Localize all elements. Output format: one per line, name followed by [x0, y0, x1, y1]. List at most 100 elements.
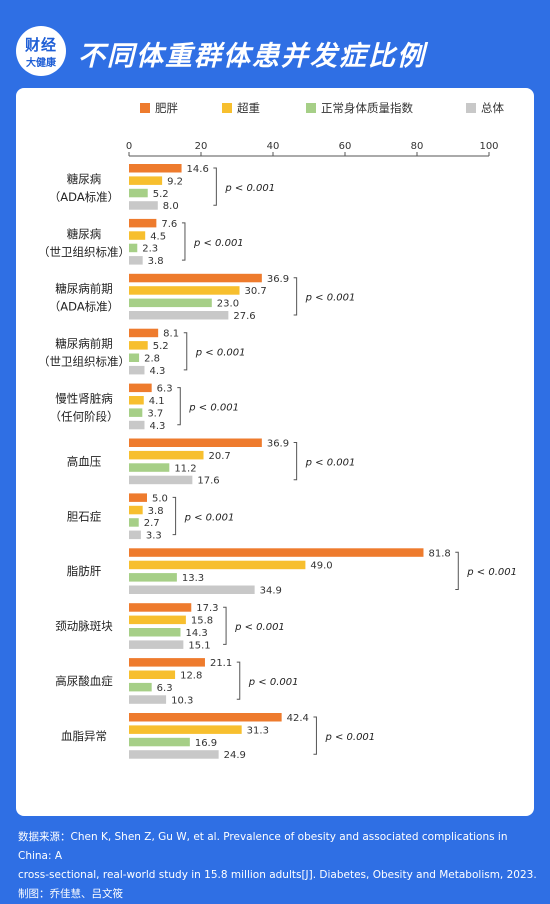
- page-title: 不同体重群体患并发症比例: [78, 41, 426, 72]
- category-label: 颈动脉斑块: [55, 619, 113, 633]
- bar: [129, 231, 146, 240]
- p-value-label: p < 0.001: [248, 677, 299, 688]
- value-label: 49.0: [310, 561, 332, 572]
- chart-credit: 制图：乔佳慧、吕文筱: [18, 888, 123, 900]
- bar: [129, 396, 144, 405]
- significance-bracket: [236, 661, 241, 700]
- value-label: 31.3: [247, 725, 269, 736]
- value-label: 4.3: [149, 421, 165, 432]
- p-value-label: p < 0.001: [305, 293, 356, 304]
- category-label: 高尿酸血症: [55, 674, 113, 688]
- bar: [129, 725, 242, 734]
- bar: [129, 311, 229, 320]
- bar: [129, 365, 145, 375]
- bar: [129, 518, 139, 527]
- bar-chart: 肥胖 超重 正常身体质量指数 总体 0 20 40 60 80 100 糖尿病 （ADA标准） 14.6…: [38, 101, 517, 761]
- p-value-label: p < 0.001: [193, 238, 244, 249]
- value-label: 5.0: [152, 493, 168, 504]
- bar: [129, 383, 152, 393]
- source-line-2: cross-sectional, real-world study in 15.…: [18, 869, 537, 881]
- bar: [129, 628, 181, 637]
- value-label: 2.7: [144, 518, 160, 529]
- significance-bracket: [172, 496, 177, 536]
- value-label: 17.6: [197, 476, 219, 487]
- value-label: 81.8: [428, 548, 450, 559]
- value-label: 16.9: [195, 738, 217, 749]
- significance-bracket: [313, 716, 317, 755]
- value-label: 3.7: [147, 408, 163, 419]
- p-value-label: p < 0.001: [324, 732, 375, 743]
- value-label: 6.3: [157, 384, 173, 395]
- value-label: 15.8: [191, 616, 213, 627]
- bar: [129, 408, 143, 417]
- value-label: 17.3: [196, 603, 218, 614]
- value-label: 34.9: [260, 586, 282, 597]
- category-label: （任何阶段）: [50, 409, 119, 423]
- legend-swatch: [306, 103, 316, 113]
- value-label: 21.1: [210, 658, 232, 669]
- bar: [129, 475, 193, 485]
- x-tick-label: 60: [339, 141, 352, 152]
- significance-bracket: [177, 387, 181, 426]
- x-tick-label: 40: [267, 141, 280, 152]
- category-label: 糖尿病: [67, 172, 102, 186]
- value-label: 3.8: [148, 506, 164, 517]
- bar: [129, 530, 141, 540]
- bar: [129, 737, 190, 747]
- bar: [129, 256, 143, 265]
- significance-bracket: [455, 551, 459, 590]
- category-label: 糖尿病前期: [55, 282, 113, 296]
- bar: [129, 218, 157, 228]
- value-label: 6.3: [157, 683, 173, 694]
- category-label: 胆石症: [67, 509, 102, 523]
- legend-swatch: [140, 103, 150, 113]
- value-label: 14.3: [185, 628, 207, 639]
- category-label: （世卫组织标准）: [38, 245, 130, 259]
- value-label: 12.8: [180, 671, 202, 682]
- bar: [129, 603, 192, 612]
- legend-swatch: [222, 103, 232, 113]
- significance-bracket: [293, 442, 298, 481]
- value-label: 3.8: [148, 256, 164, 267]
- legend-label: 正常身体质量指数: [321, 101, 413, 115]
- p-value-label: p < 0.001: [184, 512, 235, 523]
- bar: [129, 273, 262, 283]
- chart-card: 肥胖 超重 正常身体质量指数 总体 0 20 40 60 80 100 糖尿病 （ADA标准） 14.6…: [16, 88, 534, 816]
- value-label: 5.2: [153, 189, 169, 200]
- bar: [129, 286, 240, 295]
- legend-swatch: [466, 103, 476, 113]
- value-label: 13.3: [182, 573, 204, 584]
- bar: [129, 438, 262, 447]
- p-value-label: p < 0.001: [224, 183, 275, 194]
- logo-text-top: 财经: [24, 36, 57, 54]
- category-label: 糖尿病前期: [55, 337, 113, 351]
- x-tick-label: 100: [479, 141, 498, 152]
- logo-text-bottom: 大健康: [26, 58, 56, 69]
- significance-bracket: [293, 277, 298, 316]
- bar: [129, 658, 205, 667]
- bar: [129, 750, 219, 759]
- bar: [129, 615, 186, 625]
- value-label: 8.1: [163, 329, 179, 340]
- value-label: 27.6: [233, 311, 255, 322]
- legend-label: 总体: [481, 101, 504, 115]
- bar: [129, 463, 170, 472]
- x-tick-label: 0: [126, 141, 132, 152]
- bar: [129, 188, 148, 198]
- header: 财经 大健康 不同体重群体患并发症比例: [0, 0, 550, 88]
- value-label: 2.8: [144, 354, 160, 365]
- category-label: （ADA标准）: [49, 300, 119, 314]
- value-label: 11.2: [174, 463, 196, 474]
- p-value-label: p < 0.001: [305, 457, 356, 468]
- legend-label: 肥胖: [155, 101, 178, 115]
- value-label: 2.3: [142, 244, 158, 255]
- category-label: （ADA标准）: [49, 190, 119, 204]
- legend-label: 超重: [237, 101, 260, 115]
- brand-logo: 财经 大健康: [16, 26, 66, 76]
- bar: [129, 670, 176, 679]
- value-label: 20.7: [209, 451, 231, 462]
- value-label: 4.3: [149, 366, 165, 377]
- value-label: 24.9: [224, 750, 246, 761]
- value-label: 15.1: [188, 640, 210, 651]
- bar: [129, 420, 145, 430]
